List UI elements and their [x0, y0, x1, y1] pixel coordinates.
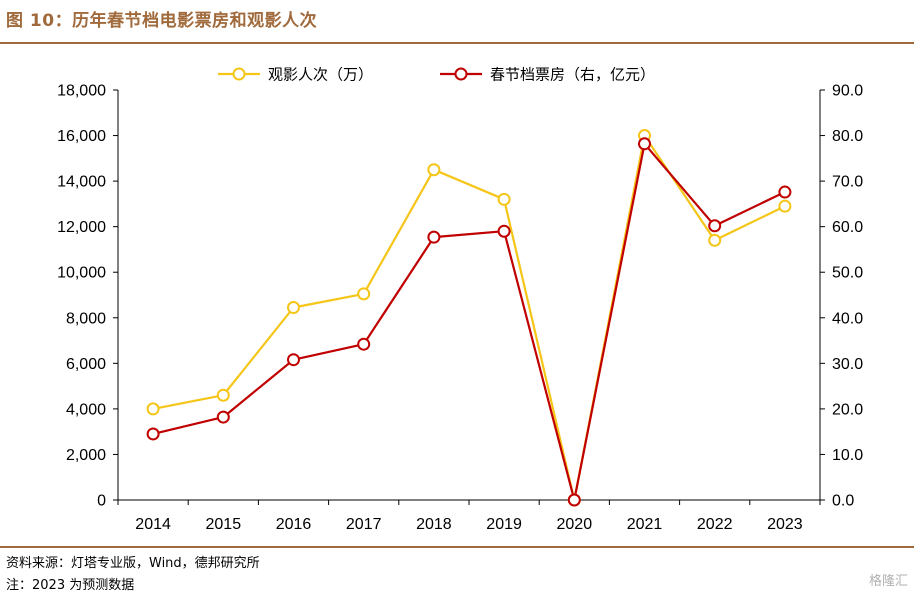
x-tick-label: 2021 — [627, 516, 663, 533]
data-point-audience — [427, 163, 441, 177]
y-right-tick-labels: 0.0 10.0 20.0 30.0 40.0 50.0 60.0 70.0 80.0 90.0 — [832, 83, 863, 510]
y-left-tick-label: 0 — [97, 493, 106, 510]
y-right-tick-label: 70.0 — [832, 174, 863, 191]
data-point-box-office — [216, 410, 230, 424]
y-left-tick-label: 10,000 — [57, 265, 106, 282]
legend-label: 春节档票房（右，亿元） — [490, 66, 655, 84]
y-left-tick-label: 2,000 — [66, 447, 106, 464]
y-right-tick-label: 50.0 — [832, 265, 863, 282]
y-right-tick-label: 30.0 — [832, 356, 863, 373]
y-right-tick-label: 60.0 — [832, 219, 863, 236]
legend-label: 观影人次（万） — [268, 66, 373, 84]
x-tick-label: 2022 — [697, 516, 733, 533]
data-point-audience — [497, 192, 511, 206]
x-tick-label: 2018 — [416, 516, 452, 533]
x-tick-label: 2023 — [767, 516, 803, 533]
y-left-tick-label: 14,000 — [57, 174, 106, 191]
x-tick-label: 2019 — [486, 516, 522, 533]
y-left-tick-label: 12,000 — [57, 219, 106, 236]
data-point-box-office — [427, 230, 441, 244]
data-point-audience — [146, 402, 160, 416]
x-tick-label: 2014 — [135, 516, 171, 533]
x-tick-labels: 2014 2015 2016 2017 2018 2019 2020 2021 2022 2023 — [135, 516, 802, 533]
legend-marker — [232, 67, 246, 81]
source-note: 资料来源：灯塔专业版，Wind，德邦研究所 — [6, 556, 260, 571]
series-line-box-office — [152, 142, 786, 502]
x-tick-label: 2016 — [276, 516, 312, 533]
title-rule — [0, 42, 914, 44]
watermark: 格隆汇 — [868, 574, 908, 589]
data-point-box-office — [357, 337, 371, 351]
y-left-tick-label: 4,000 — [66, 401, 106, 418]
series-line-audience — [152, 134, 786, 502]
legend: 观影人次（万） 春节档票房（右，亿元） — [218, 66, 655, 84]
x-tick-label: 2020 — [557, 516, 593, 533]
y-right-tick-label: 40.0 — [832, 310, 863, 327]
data-point-audience — [287, 301, 300, 315]
data-point-box-office — [287, 353, 300, 367]
data-point-box-office — [567, 493, 581, 507]
chart-series — [146, 129, 792, 507]
y-left-tick-label: 16,000 — [57, 128, 106, 145]
forecast-note: 注：2023 为预测数据 — [6, 578, 135, 593]
data-point-audience — [357, 287, 371, 301]
y-left-tick-label: 8,000 — [66, 310, 106, 327]
y-right-tick-label: 20.0 — [832, 401, 863, 418]
x-tick-label: 2017 — [346, 516, 382, 533]
y-right-tick-label: 0.0 — [832, 493, 854, 510]
y-left-tick-label: 6,000 — [66, 356, 106, 373]
data-point-box-office — [146, 427, 160, 441]
data-point-box-office — [497, 224, 511, 238]
data-point-audience — [216, 388, 230, 402]
data-point-box-office — [778, 185, 792, 199]
data-point-box-office — [708, 219, 722, 233]
y-left-tick-label: 18,000 — [57, 83, 106, 100]
data-point-audience — [778, 199, 792, 213]
y-left-tick-labels: 0 2,000 4,000 6,000 8,000 10,000 12,000 14,000 1… — [57, 83, 106, 510]
data-point-box-office — [638, 137, 651, 151]
y-right-tick-label: 90.0 — [832, 83, 863, 100]
chart: 观影人次（万） 春节档票房（右，亿元） 2014 2015 2016 2017 2018 2… — [57, 66, 863, 534]
data-point-audience — [708, 233, 722, 247]
x-tick-label: 2015 — [206, 516, 242, 533]
y-right-tick-label: 10.0 — [832, 447, 863, 464]
footer-rule — [0, 546, 914, 548]
chart-axes — [113, 89, 825, 505]
figure-title: 图 10：历年春节档电影票房和观影人次 — [6, 11, 318, 31]
legend-marker — [454, 67, 468, 81]
y-right-tick-label: 80.0 — [832, 128, 863, 145]
